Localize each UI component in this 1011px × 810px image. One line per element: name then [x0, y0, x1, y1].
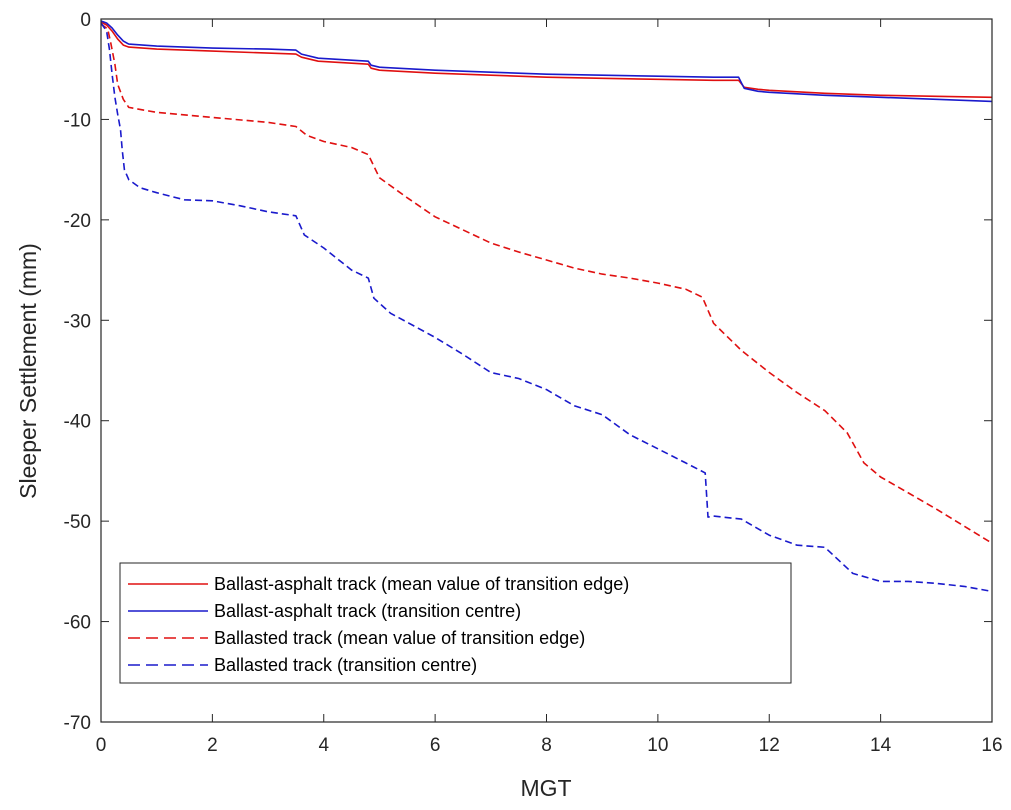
series-line-1: [100, 21, 993, 99]
y-tick-label: 0: [80, 10, 91, 31]
legend: Ballast-asphalt track (mean value of tra…: [119, 562, 792, 684]
y-tick-label: -70: [64, 713, 91, 734]
x-tick-label: 6: [430, 735, 441, 756]
y-tick-label: -60: [64, 613, 91, 634]
y-tick-label: -10: [64, 110, 91, 131]
x-axis-label: MGT: [520, 775, 571, 801]
y-tick-label: -20: [64, 211, 91, 232]
legend-items: Ballast-asphalt track (mean value of tra…: [128, 574, 629, 675]
x-tick-label: 10: [647, 735, 668, 756]
x-tick-label: 16: [981, 735, 1002, 756]
series-line-4: [100, 22, 993, 593]
legend-label-3: Ballasted track (mean value of transitio…: [214, 628, 585, 648]
x-tick-label: 12: [759, 735, 780, 756]
x-tick-label: 8: [541, 735, 552, 756]
y-axis-label: Sleeper Settlement (mm): [15, 243, 41, 499]
ticks-layer: 0 2 4 6 8 10 12 14 16 0 -10 -20 -30 -40 -50 -60 -70: [64, 10, 1003, 756]
legend-label-1: Ballast-asphalt track (mean value of tra…: [214, 574, 629, 594]
x-tick-label: 4: [318, 735, 329, 756]
legend-box: [119, 562, 792, 684]
legend-label-4: Ballasted track (transition centre): [214, 655, 477, 675]
legend-label-2: Ballast-asphalt track (transition centre…: [214, 601, 521, 621]
y-tick-label: -40: [64, 412, 91, 433]
y-tick-label: -30: [64, 311, 91, 332]
series-line-3: [100, 23, 993, 544]
x-tick-label: 2: [207, 735, 218, 756]
x-tick-label: 0: [96, 735, 107, 756]
y-tick-label: -50: [64, 512, 91, 533]
series-line-2: [100, 20, 993, 103]
x-tick-label: 14: [870, 735, 892, 756]
series-layer: [100, 20, 993, 593]
